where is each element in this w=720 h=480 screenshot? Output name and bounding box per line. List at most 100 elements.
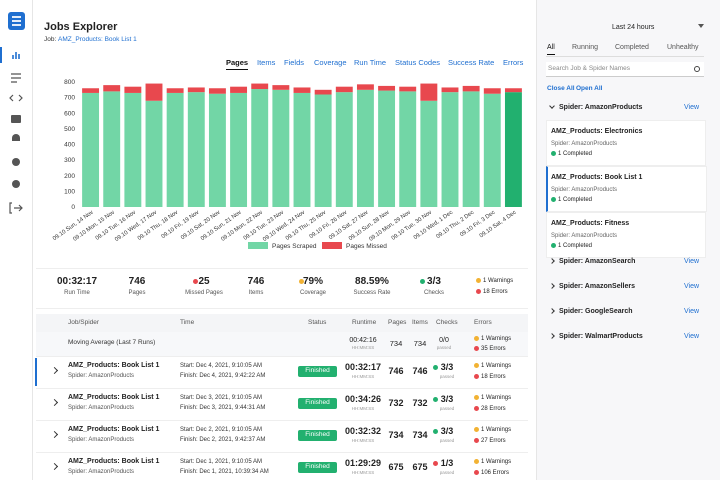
y-tick-label: 100: [64, 188, 75, 195]
time-range[interactable]: Last 24 hours: [612, 24, 655, 31]
expand-chevron[interactable]: [50, 430, 59, 439]
job-card[interactable]: [546, 120, 706, 166]
filter-tab[interactable]: Unhealthy: [667, 44, 699, 51]
filter-tab[interactable]: Running: [572, 44, 599, 51]
bar-segment: [335, 86, 353, 93]
selected-indicator: [35, 358, 37, 386]
filter-underline: [546, 56, 704, 57]
row-items: 732: [412, 398, 428, 408]
average-label: Moving Average (Last 7 Runs): [68, 339, 156, 346]
job-label: Job:: [44, 36, 57, 43]
spider-name[interactable]: Spider: WalmartProducts: [559, 333, 643, 340]
bar-segment: [462, 85, 480, 92]
chart-tab[interactable]: Items: [257, 58, 276, 67]
y-tick-label: 800: [64, 79, 75, 86]
stat-label: Items: [248, 290, 264, 296]
search-box[interactable]: [546, 62, 704, 77]
column-header: Status: [308, 319, 327, 326]
stat-label: Pages: [128, 290, 146, 296]
job-card-status: 1 Completed: [558, 151, 593, 157]
row-runtime: 00:34:26: [344, 394, 382, 404]
bar-segment: [504, 88, 522, 93]
open-all[interactable]: Open All: [576, 85, 603, 92]
status-dot: [299, 279, 304, 284]
bar-segment: [462, 91, 480, 207]
stat-errors: 18 Errors: [483, 289, 508, 295]
row-job: AMZ_Products: Book List 1: [68, 458, 160, 465]
spider-view[interactable]: View: [684, 283, 700, 290]
bar-segment: [230, 92, 248, 207]
stat-value: 88.59%: [355, 276, 389, 287]
row-divider: [36, 420, 528, 421]
chart-tab[interactable]: Fields: [284, 58, 305, 67]
chart-tab[interactable]: Status Codes: [395, 58, 441, 67]
stat-value: 746: [247, 276, 265, 287]
status-dot: [474, 336, 479, 341]
row-items: 675: [412, 462, 428, 472]
search-icon: [694, 66, 700, 72]
row-errors: 27 Errors: [481, 438, 506, 444]
expand-chevron[interactable]: [50, 462, 59, 471]
close-all[interactable]: Close All: [547, 85, 575, 92]
spider-name[interactable]: Spider: AmazonSearch: [559, 258, 636, 265]
bar-segment: [145, 100, 163, 207]
spider-name[interactable]: Spider: AmazonProducts: [559, 104, 643, 111]
nav-icon[interactable]: [12, 180, 20, 188]
nav-icon[interactable]: [9, 202, 23, 214]
chart-tab[interactable]: Coverage: [314, 58, 347, 67]
nav-icon[interactable]: [9, 94, 23, 102]
stat-label: Coverage: [299, 290, 326, 296]
spider-view[interactable]: View: [684, 308, 700, 315]
filter-tab[interactable]: All: [547, 44, 555, 55]
spider-view[interactable]: View: [684, 104, 700, 111]
bar-segment: [293, 87, 311, 93]
nav-icon[interactable]: [11, 115, 21, 123]
row-start: Start: Dec 3, 2021, 9:10:05 AM: [180, 395, 263, 401]
job-card[interactable]: [546, 212, 706, 258]
bar-segment: [356, 84, 374, 90]
row-checks: 3/3: [440, 362, 454, 372]
nav-icon[interactable]: [11, 73, 21, 83]
bar-segment: [420, 100, 438, 207]
average-errors: 35 Errors: [481, 346, 506, 352]
expand-chevron[interactable]: [50, 398, 59, 407]
nav-icon[interactable]: [12, 52, 20, 59]
y-tick-label: 0: [71, 204, 75, 211]
row-finish: Finish: Dec 3, 2021, 9:44:31 AM: [180, 405, 266, 411]
spider-view[interactable]: View: [684, 333, 700, 340]
row-runtime-sub: HH:MM:SS: [351, 374, 375, 379]
job-card[interactable]: [546, 166, 707, 212]
stat-label: Checks: [423, 290, 444, 296]
bar-segment: [230, 86, 248, 93]
row-pages: 675: [388, 462, 404, 472]
nav-icon[interactable]: [12, 158, 20, 166]
x-tick-label: 09.10 Sat, 4 Dec: [479, 210, 518, 240]
column-header: Runtime: [352, 319, 377, 326]
row-items: 746: [412, 366, 428, 376]
spider-name[interactable]: Spider: GoogleSearch: [559, 308, 633, 315]
stat-label: Run Time: [64, 290, 90, 296]
spider-name[interactable]: Spider: AmazonSellers: [559, 283, 635, 290]
row-spider: Spider: AmazonProducts: [68, 469, 135, 475]
row-runtime: 00:32:17: [344, 362, 382, 372]
row-runtime-sub: HH:MM:SS: [351, 406, 375, 411]
status-dot: [476, 289, 481, 294]
bar-segment: [124, 86, 142, 93]
nav-icon[interactable]: [12, 134, 20, 141]
row-divider: [36, 452, 528, 453]
expand-chevron[interactable]: [50, 366, 59, 375]
job-name: AMZ_Products: Book List 1: [58, 36, 137, 43]
y-tick-label: 500: [64, 126, 75, 133]
legend-swatch: [248, 242, 268, 249]
chart-tab[interactable]: Success Rate: [448, 58, 495, 67]
chart-tab[interactable]: Pages: [226, 59, 249, 70]
bar-segment: [504, 92, 522, 207]
status-badge: [298, 462, 337, 473]
spider-view[interactable]: View: [684, 258, 700, 265]
chart-tab[interactable]: Run Time: [354, 58, 387, 67]
chart-tab[interactable]: Errors: [503, 58, 524, 67]
row-spider: Spider: AmazonProducts: [68, 405, 135, 411]
filter-tab[interactable]: Completed: [615, 44, 649, 51]
